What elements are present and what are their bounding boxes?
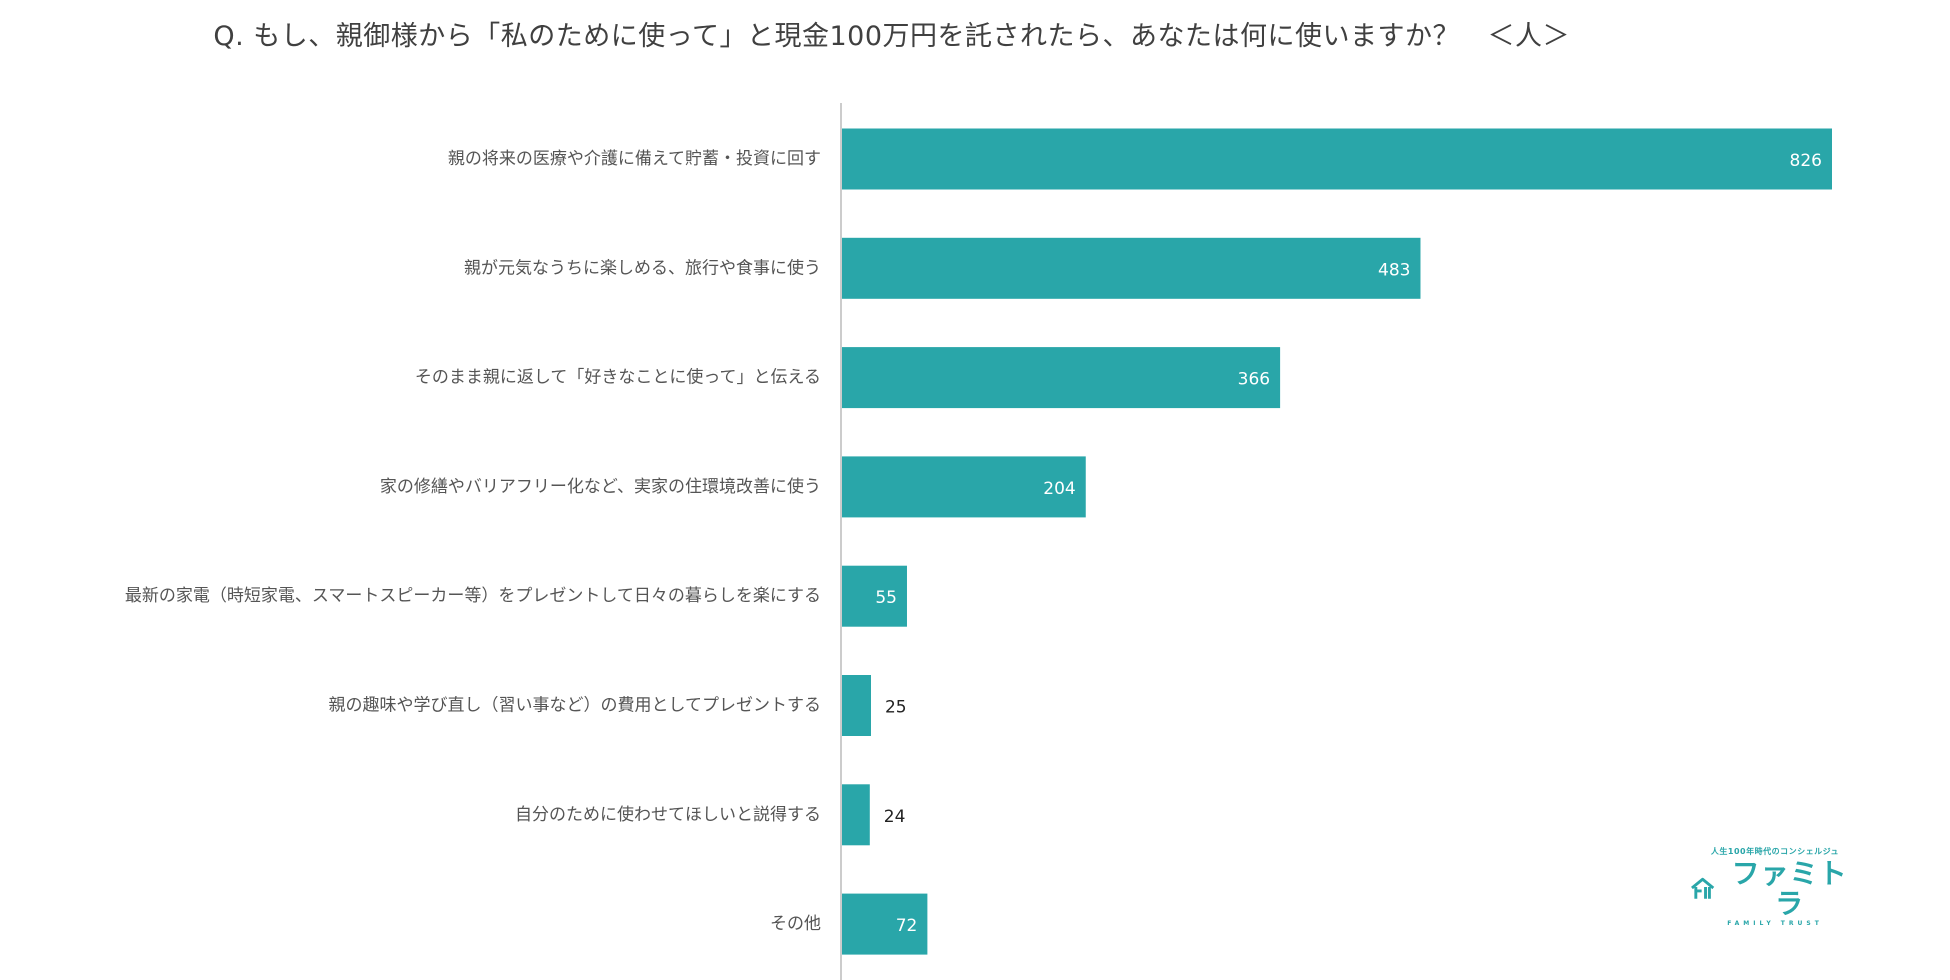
bar-3 — [841, 347, 1281, 409]
value-label-5: 55 — [875, 588, 897, 608]
value-label-1: 826 — [1790, 151, 1822, 171]
bar-8 — [841, 893, 928, 955]
value-label-2: 483 — [1378, 260, 1410, 280]
category-label-5: 最新の家電（時短家電、スマートスピーカー等）をプレゼントして日々の暮らしを楽にす… — [125, 586, 821, 606]
bar-1 — [841, 128, 1832, 190]
category-label-1: 親の将来の医療や介護に備えて貯蓄・投資に回す — [448, 149, 821, 169]
bar-2 — [841, 237, 1421, 299]
category-label-2: 親が元気なうちに楽しめる、旅行や食事に使う — [464, 257, 821, 278]
category-labels-layer: 親の将来の医療や介護に備えて貯蓄・投資に回す親が元気なうちに楽しめる、旅行や食事… — [125, 149, 821, 934]
value-label-7: 24 — [884, 807, 906, 827]
bar-4 — [841, 456, 1086, 518]
bar-7 — [841, 784, 870, 846]
brand-tagline: 人生100年時代のコンシェルジュ — [1710, 847, 1840, 856]
bar-5 — [841, 565, 907, 627]
category-label-8: その他 — [770, 914, 821, 934]
chart-title: Q. もし、親御様から「私のために使って」と現金100万円を託されたら、あなたは… — [213, 21, 1570, 52]
category-label-4: 家の修繕やバリアフリー化など、実家の住環境改善に使う — [380, 476, 821, 497]
category-label-6: 親の趣味や学び直し（習い事など）の費用としてプレゼントする — [329, 696, 822, 716]
bar-6 — [841, 675, 871, 736]
value-labels-layer: 826 483 366 204 55 25 24 72 — [875, 151, 1822, 936]
value-label-8: 72 — [896, 916, 918, 936]
brand-logo: 人生100年時代のコンシェルジュ ファミトラ FAMILY TRUST — [1690, 846, 1860, 927]
category-label-3: そのまま親に返して「好きなことに使って」と伝える — [415, 367, 821, 388]
value-label-6: 25 — [885, 698, 907, 718]
category-label-7: 自分のために使わせてほしいと説得する — [515, 804, 821, 825]
bars-layer — [841, 128, 1832, 955]
value-label-4: 204 — [1043, 479, 1075, 499]
brand-name: ファミトラ — [1731, 857, 1848, 920]
brand-subtitle: FAMILY TRUST — [1727, 920, 1823, 927]
value-label-3: 366 — [1238, 370, 1270, 390]
house-logo-icon — [1691, 877, 1715, 899]
brand-row: ファミトラ — [1690, 859, 1860, 919]
